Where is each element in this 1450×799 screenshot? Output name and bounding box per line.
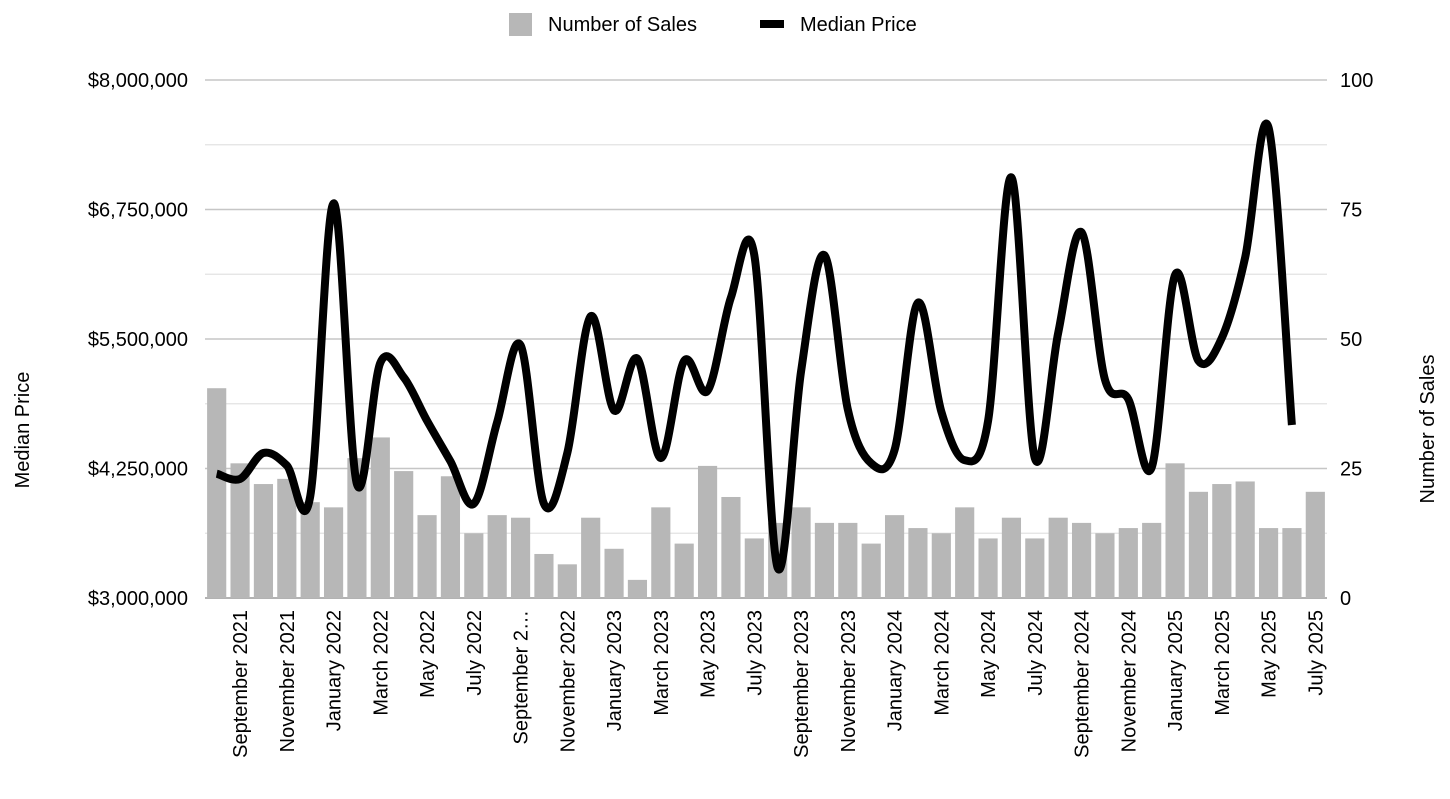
sales-bar (814, 522, 835, 598)
left-tick-label: $3,000,000 (88, 588, 188, 610)
bar-series (207, 388, 1325, 598)
sales-bar (1095, 533, 1115, 598)
sales-bar (323, 507, 344, 598)
sales-bar (417, 515, 437, 598)
sales-bar (604, 548, 624, 598)
gridlines (205, 79, 1327, 599)
left-tick-label: $6,750,000 (88, 200, 188, 222)
sales-bar (207, 388, 227, 598)
x-tick-label: March 2024 (931, 610, 953, 716)
sales-bar (440, 476, 461, 598)
sales-bar (697, 465, 718, 598)
sales-bar (1001, 517, 1022, 598)
x-tick-label: March 2025 (1212, 610, 1234, 716)
x-tick-label: November 2021 (277, 610, 299, 752)
sales-bar (487, 515, 507, 598)
x-tick-label: July 2022 (464, 610, 486, 696)
sales-bar (955, 507, 975, 598)
right-tick-label: 0 (1340, 588, 1351, 610)
sales-bar (838, 522, 858, 598)
sales-bar (674, 543, 694, 598)
legend-label-number-of-sales: Number of Sales (548, 14, 697, 36)
x-tick-label: March 2022 (370, 610, 392, 716)
right-axis-ticks: 0 25 50 75 100 (1340, 70, 1373, 610)
sales-bar (510, 517, 531, 598)
sales-bar (1118, 528, 1138, 598)
x-tick-label: January 2024 (885, 610, 907, 731)
sales-bar (557, 564, 577, 598)
sales-bar (721, 496, 741, 598)
right-tick-label: 25 (1340, 459, 1362, 481)
sales-bar (1142, 522, 1162, 598)
sales-bar (1165, 463, 1185, 598)
right-tick-label: 100 (1340, 70, 1373, 92)
sales-bar (651, 507, 671, 598)
x-tick-label: January 2025 (1165, 610, 1187, 731)
x-tick-label: July 2023 (744, 610, 766, 696)
x-tick-label: January 2023 (604, 610, 626, 731)
sales-bar (347, 458, 367, 598)
sales-bar (581, 517, 601, 598)
legend-line-swatch (760, 20, 784, 28)
sales-bar (394, 471, 414, 598)
sales-bar (1025, 538, 1045, 598)
x-axis-ticks: September 2021 November 2021 January 2022 M… (230, 610, 1327, 758)
x-tick-label: March 2023 (651, 610, 673, 716)
sales-bar (300, 502, 320, 598)
sales-bar (627, 579, 648, 598)
sales-bar (1188, 491, 1209, 598)
sales-bar (534, 553, 554, 598)
legend-bar-swatch (509, 13, 532, 36)
sales-bar (978, 538, 998, 598)
sales-bar (884, 515, 905, 598)
sales-bar (1071, 522, 1092, 598)
x-tick-label: January 2022 (324, 610, 346, 731)
sales-bar (744, 538, 764, 598)
legend-label-median-price: Median Price (800, 14, 917, 36)
left-axis-title: Median Price (12, 372, 34, 489)
x-tick-label: July 2024 (1025, 610, 1047, 696)
x-tick-label: May 2022 (417, 610, 439, 698)
x-tick-label: November 2022 (557, 610, 579, 752)
right-tick-label: 75 (1340, 200, 1362, 222)
sales-bar (1235, 481, 1255, 598)
x-tick-label: September 2024 (1072, 610, 1094, 758)
x-tick-label: November 2024 (1118, 610, 1140, 752)
x-tick-label: September 2023 (791, 610, 813, 758)
x-tick-label: September 2021 (230, 610, 252, 758)
sales-bar (861, 543, 881, 598)
sales-bar (791, 507, 811, 598)
left-tick-label: $4,250,000 (88, 459, 188, 481)
left-tick-label: $5,500,000 (88, 329, 188, 351)
sales-bar (277, 478, 297, 598)
x-tick-label: May 2024 (978, 610, 1000, 698)
left-tick-label: $8,000,000 (88, 70, 188, 92)
sales-bar (1305, 491, 1325, 598)
x-tick-label: May 2025 (1259, 610, 1281, 698)
sales-bar (908, 528, 928, 598)
sales-bar (464, 533, 484, 598)
x-tick-label: July 2025 (1305, 610, 1327, 696)
sales-bar (1282, 528, 1302, 598)
sales-bar (1258, 528, 1279, 598)
sales-bar (370, 437, 390, 598)
median-price-line (215, 119, 1296, 574)
x-tick-label: November 2023 (838, 610, 860, 752)
x-tick-label: September 2… (511, 610, 533, 745)
sales-bar (230, 463, 250, 598)
left-axis-ticks: $3,000,000 $4,250,000 $5,500,000 $6,750,000… (88, 70, 188, 610)
sales-bar (1048, 517, 1068, 598)
legend: Number of Sales Median Price (509, 13, 917, 36)
right-axis-title: Number of Sales (1417, 355, 1439, 504)
sales-bar (253, 484, 274, 598)
x-tick-label: May 2023 (698, 610, 720, 698)
sales-bar (1212, 484, 1232, 598)
sales-bar (931, 533, 951, 598)
right-tick-label: 50 (1340, 329, 1362, 351)
